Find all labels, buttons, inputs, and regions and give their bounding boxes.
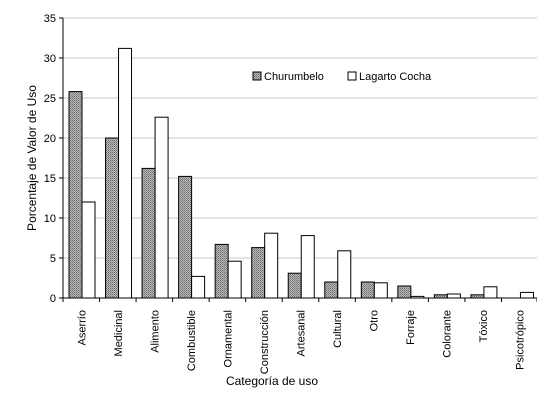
bar-lagarto-cocha	[300, 235, 315, 299]
x-tick-label: Psicotrópico	[515, 310, 527, 370]
y-tick-label: 20	[44, 133, 56, 145]
bar-churumbelo	[178, 175, 193, 299]
y-tick-label: 35	[44, 13, 56, 25]
x-tick-label: Aserrío	[76, 310, 88, 345]
legend-label-lagarto-cocha: Lagarto Cocha	[359, 71, 432, 83]
y-tick-label: 10	[44, 213, 56, 225]
grid-lines	[63, 17, 537, 259]
bar-churumbelo	[397, 285, 412, 299]
bar-lagarto-cocha	[519, 291, 534, 299]
bar-churumbelo	[360, 281, 375, 299]
bar-churumbelo	[105, 137, 120, 299]
x-tick-label: Cultural	[332, 310, 344, 348]
bar-lagarto-cocha	[264, 232, 279, 299]
bar-lagarto-cocha	[446, 293, 461, 299]
bar-churumbelo	[251, 247, 266, 299]
x-tick-label: Otro	[369, 310, 381, 331]
bar-lagarto-cocha	[337, 250, 352, 299]
legend-swatch-churumbelo	[252, 71, 262, 81]
x-tick-label: Combustible	[186, 310, 198, 371]
legend-label-churumbelo: Churumbelo	[264, 71, 324, 83]
y-tick-label: 25	[44, 93, 56, 105]
x-tick-label: Colorante	[442, 310, 454, 358]
bar-churumbelo	[68, 91, 83, 299]
x-tick-label: Construcción	[259, 310, 271, 374]
bar-lagarto-cocha	[81, 201, 96, 299]
legend-swatch-lagarto-cocha	[347, 71, 357, 81]
y-tick-labels: 0 5 10 15 20 25 30 35	[44, 13, 56, 305]
bar-lagarto-cocha	[227, 260, 242, 299]
y-tick-label: 5	[50, 253, 56, 265]
x-axis-label: Categoría de uso	[226, 374, 318, 388]
x-tick-label: Medicinal	[113, 310, 125, 356]
x-tick-label: Artesanal	[296, 310, 308, 356]
x-tick-label: Forraje	[405, 310, 417, 345]
y-tick-label: 30	[44, 53, 56, 65]
bar-lagarto-cocha	[154, 116, 169, 299]
bar-churumbelo	[214, 243, 229, 299]
bar-lagarto-cocha	[191, 275, 206, 299]
y-tick-label: 0	[50, 293, 56, 305]
bar-lagarto-cocha	[483, 286, 498, 299]
bars	[68, 47, 534, 299]
y-tick-label: 15	[44, 173, 56, 185]
x-tick-labels: Aserrío Medicinal Alimento Combustible Ornam…	[76, 310, 526, 374]
x-tick-label: Ornamental	[222, 310, 234, 367]
bar-churumbelo	[141, 167, 156, 299]
x-tick-label: Alimento	[149, 310, 161, 353]
y-axis-label: Porcentaje de Valor de Uso	[25, 85, 39, 231]
x-tick-label: Tóxico	[478, 310, 490, 342]
bar-churumbelo	[287, 272, 302, 299]
bar-lagarto-cocha	[118, 47, 133, 299]
axes	[59, 17, 537, 302]
bar-lagarto-cocha	[373, 282, 388, 299]
legend: Churumbelo Lagarto Cocha	[252, 71, 432, 83]
bar-churumbelo	[324, 281, 339, 299]
